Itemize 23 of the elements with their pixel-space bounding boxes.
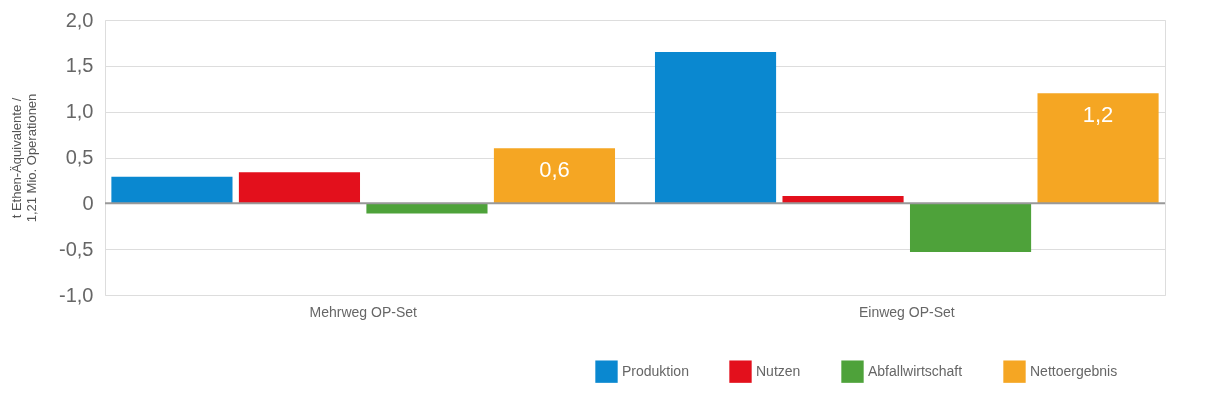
legend-label: Nettoergebnis [1030,362,1118,379]
bar [238,172,361,204]
y-axis-title: t Ethen-Äquivalente / 1,21 Mio. Operationen [9,93,40,223]
y-tick-label: 0,5 [65,146,94,168]
y-tick-label: 2,0 [65,8,94,31]
y-tick-label: -0,5 [59,237,94,260]
bar [111,176,233,204]
legend-label: Produktion [622,362,689,379]
data-label: 0,6 [539,157,570,183]
x-tick-label: Mehrweg OP-Set [309,303,417,320]
legend-label: Abfallwirtschaft [868,362,963,379]
y-tick-label: -1,0 [59,283,94,306]
bar [493,148,616,204]
legend-label: Nutzen [756,362,801,379]
x-tick-label: Einweg OP-Set [858,303,955,320]
y-tick-label: 0 [82,191,94,214]
bar [909,203,1032,252]
y-tick-label: 1,0 [65,100,94,123]
bar [654,52,777,204]
data-label: 1,2 [1082,102,1114,128]
y-tick-label: 1,5 [65,54,94,77]
bar [366,203,488,214]
bar [1037,93,1159,204]
